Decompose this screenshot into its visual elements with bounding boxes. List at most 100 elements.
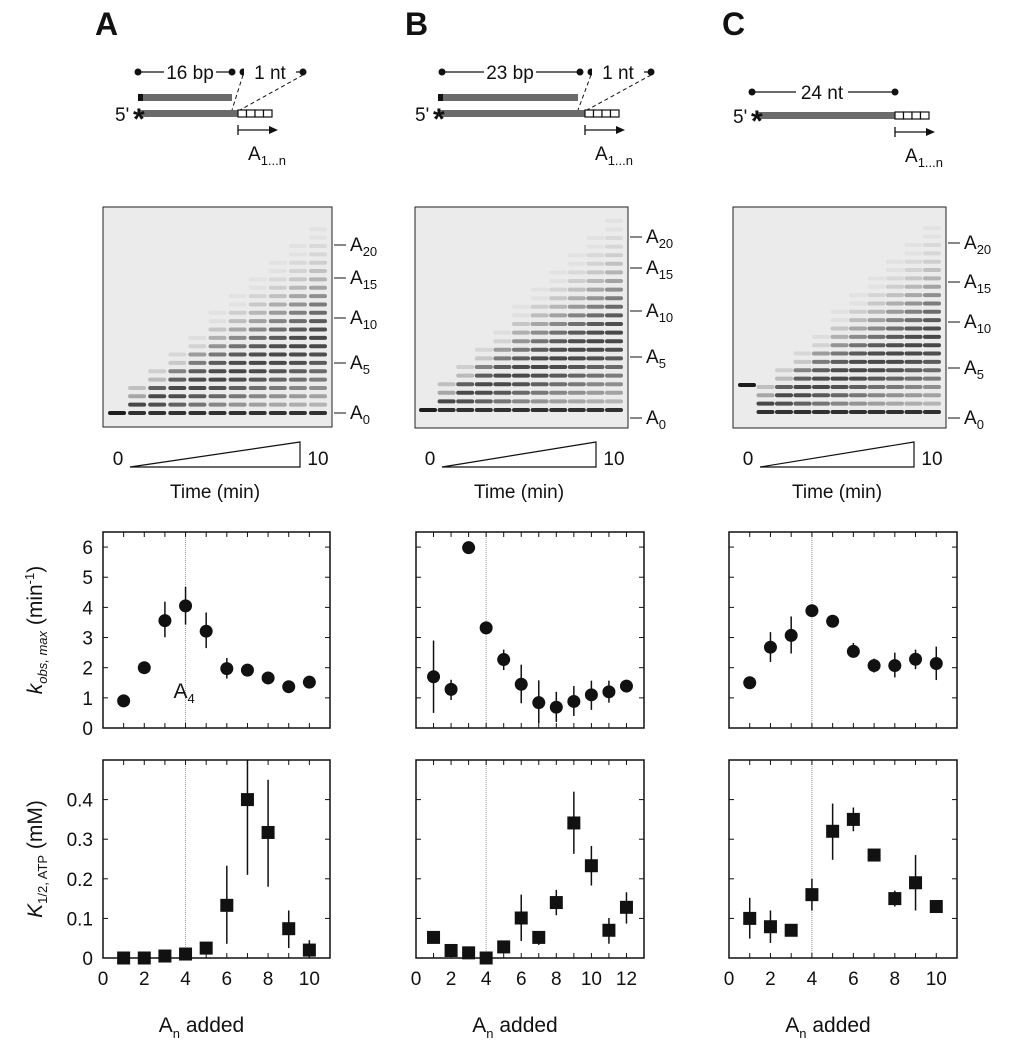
gel-band <box>188 352 207 357</box>
gel-band <box>309 327 327 332</box>
gel-band <box>456 365 475 369</box>
gel-band <box>268 277 287 282</box>
gel-band <box>288 385 307 390</box>
time-axis-label: Time (min) <box>170 482 260 503</box>
gel-band <box>512 373 530 378</box>
x-tick-label: 10 <box>299 969 320 990</box>
top-strand <box>438 94 578 101</box>
gel-band <box>512 382 530 387</box>
gel-band <box>904 326 923 331</box>
gel-band <box>268 352 287 357</box>
gel-band <box>586 287 605 292</box>
gel-band <box>830 343 849 348</box>
y-label-close: ) <box>24 566 47 573</box>
marker-label-sub: 0 <box>977 417 984 432</box>
gel-band <box>188 402 207 407</box>
product-label-sub: 1...n <box>608 153 633 168</box>
gel-band <box>586 347 605 352</box>
gel-band <box>530 382 549 387</box>
marker-label-base: A <box>350 403 363 424</box>
gel-band <box>309 352 327 357</box>
x-tick-label: 0 <box>98 969 109 990</box>
gel-band <box>605 347 623 352</box>
gel-band <box>268 402 287 407</box>
gel-band <box>586 236 605 240</box>
time-gradient-wedge <box>441 441 597 468</box>
data-point <box>584 859 598 873</box>
gel-band <box>248 385 267 390</box>
gel-band <box>756 410 775 414</box>
gel-band <box>309 319 327 324</box>
panel-letter: A <box>95 6 118 42</box>
y-label-sup: -1 <box>22 573 37 585</box>
gel-band <box>148 385 167 390</box>
data-point <box>743 676 757 690</box>
x-label-sub: n <box>799 1026 806 1041</box>
gel-band <box>456 382 475 387</box>
x-tick-label: 8 <box>551 969 562 990</box>
gel-band <box>605 218 623 223</box>
gel-band <box>530 390 549 395</box>
data-point <box>567 816 581 830</box>
gel-band <box>549 408 568 412</box>
gel-band <box>586 408 605 412</box>
time-axis-label: Time (min) <box>792 482 882 503</box>
a4-annotation-base: A <box>174 680 188 703</box>
data-point <box>826 614 840 628</box>
marker-label-base: A <box>964 272 977 293</box>
chart-b-k-half-atp: 0 2 4 6 8 10 12 An added <box>411 759 645 1041</box>
gel-band <box>530 373 549 378</box>
gel-band <box>474 408 493 412</box>
gel-band <box>849 343 867 348</box>
gel-band <box>493 365 512 369</box>
gel-band <box>849 376 867 381</box>
x-label-rest: added <box>180 1014 244 1037</box>
gel-band <box>923 259 941 264</box>
gel-band <box>268 319 287 324</box>
gel-band <box>437 382 456 387</box>
gel-band <box>493 390 512 395</box>
gel-band <box>530 347 549 352</box>
gel-band <box>248 411 267 415</box>
gel-band <box>288 352 307 357</box>
gel-band <box>248 335 267 340</box>
x-tick-label: 4 <box>180 969 191 990</box>
gel-band <box>923 393 941 398</box>
gel-band <box>904 410 923 414</box>
gel-band <box>474 373 493 378</box>
gel-band <box>886 384 904 389</box>
gel-band <box>867 293 886 298</box>
gel-band <box>812 384 830 389</box>
data-point <box>805 604 819 618</box>
gel-band <box>567 399 586 404</box>
gel-band <box>168 369 187 374</box>
gel-band <box>288 327 307 332</box>
chart-c-kobs-max <box>728 531 958 729</box>
gel-band <box>567 356 586 361</box>
time-axis-label: Time (min) <box>474 482 564 503</box>
gel-band <box>567 347 586 352</box>
gel-band <box>775 384 793 389</box>
gel-band <box>867 309 886 314</box>
gel-band <box>248 360 267 365</box>
gel-band <box>586 279 605 283</box>
marker-label: A0 <box>964 408 984 432</box>
gel-band <box>456 399 475 404</box>
gel-band <box>923 410 941 414</box>
gel-band <box>849 334 867 339</box>
gel-band <box>228 319 247 324</box>
gel-band <box>288 285 307 290</box>
data-point <box>549 896 563 910</box>
data-point <box>427 670 441 684</box>
label-bg <box>796 81 848 101</box>
gel-band <box>923 343 941 348</box>
data-point <box>302 675 316 689</box>
gel-band <box>923 234 941 239</box>
marker-label-base: A <box>964 233 977 254</box>
plot-frame <box>728 531 958 729</box>
y-tick-label: 0.4 <box>67 791 94 812</box>
strand-cap <box>138 94 143 101</box>
gel-band <box>830 359 849 364</box>
gel-band <box>867 368 886 373</box>
data-point <box>784 923 798 937</box>
